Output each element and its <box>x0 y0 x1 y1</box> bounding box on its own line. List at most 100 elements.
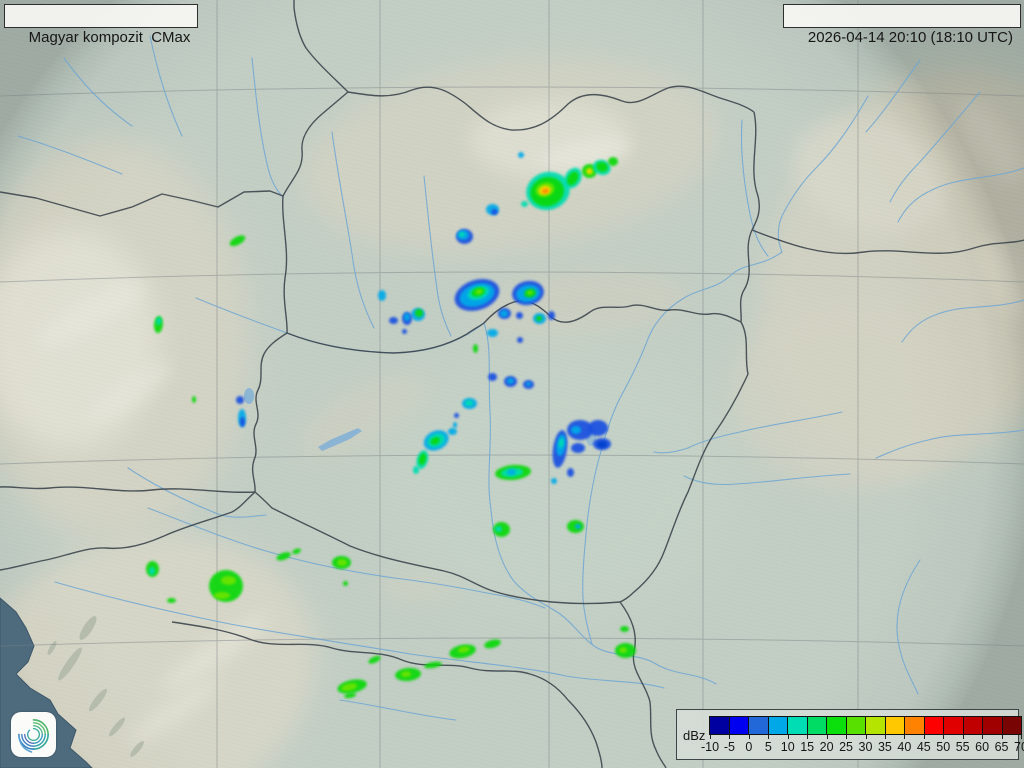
legend-tick-label: 5 <box>764 740 772 754</box>
legend-color-cell <box>944 717 964 734</box>
radar-echo-intensity-layer <box>571 443 585 453</box>
radar-echo-intensity-layer <box>274 550 292 562</box>
legend-color-cell <box>983 717 1003 734</box>
river-nw-3 <box>17 135 123 175</box>
river-vah <box>331 131 375 329</box>
legend-tick-label: 40 <box>897 740 912 754</box>
legend-tick-mark <box>787 735 789 739</box>
great-plain-tint <box>380 340 740 620</box>
legend-colorbar <box>709 716 1022 735</box>
legend-tick-mark <box>923 735 925 739</box>
reflectivity-legend: dBz -10-5 05 10 15 20 25 30 35 40 45 50 55 60 65 70 <box>676 709 1024 760</box>
legend-tick-label: 60 <box>975 740 990 754</box>
hungaromet-spiral-icon <box>18 719 49 753</box>
timestamp-label: 2026-04-14 20:10 (18:10 UTC) <box>807 29 1013 46</box>
legend-tick-mark <box>904 735 906 739</box>
apuseni-terrain <box>730 300 970 490</box>
product-title: Magyar kompozit CMax <box>28 29 191 46</box>
radar-echo-intensity-layer <box>155 316 162 326</box>
lake-balaton <box>318 428 362 451</box>
radar-echo-intensity-layer <box>490 209 498 215</box>
legend-color-cell <box>710 717 730 734</box>
radar-echo-intensity-layer <box>494 526 502 532</box>
border-sk-ua <box>751 111 761 231</box>
radar-echo-intensity-layer <box>486 329 498 337</box>
legend-ticks: -10-5 05 10 15 20 25 30 35 40 45 50 55 60 65 70 <box>701 735 1024 757</box>
legend-tick-mark <box>1001 735 1003 739</box>
legend-color-cell <box>963 717 983 734</box>
border-at-sk <box>282 195 288 334</box>
legend-tick-mark <box>884 735 886 739</box>
legend-color-cell <box>827 717 847 734</box>
radar-echo-intensity-layer <box>166 597 176 603</box>
border-cz-at <box>0 190 284 217</box>
radar-echo-intensity-layer <box>388 316 398 324</box>
alps-ridge <box>0 230 160 450</box>
river-bodrog <box>740 119 769 257</box>
radar-echo-intensity-layer <box>482 637 502 651</box>
river-somes <box>901 299 1024 343</box>
legend-color-cell <box>768 717 788 734</box>
legend-unit-label: dBz <box>683 728 706 743</box>
legend-tick-label: 35 <box>877 740 892 754</box>
legend-tick-label: 70 <box>1014 740 1024 754</box>
legend-tick-label: 15 <box>800 740 815 754</box>
legend-tick-mark <box>710 735 711 739</box>
radar-echo-intensity-layer <box>366 654 382 666</box>
border-sk-pl <box>347 85 755 131</box>
legend-tick-label: 20 <box>819 740 834 754</box>
legend-tick-label: -5 <box>723 740 735 754</box>
product-title-box: Magyar kompozit CMax <box>4 4 199 46</box>
radar-echo-intensity-layer <box>472 343 478 353</box>
radar-echo-intensity-layer <box>536 315 542 321</box>
legend-tick-mark <box>982 735 984 739</box>
border-hu-sk <box>286 300 742 354</box>
legend-color-cell <box>729 717 749 734</box>
radar-echo-intensity-layer <box>214 591 230 599</box>
legend-color-cell <box>905 717 925 734</box>
radar-echo-intensity-layer <box>597 440 607 448</box>
radar-echo-intensity-layer <box>149 567 155 575</box>
river-ua-2 <box>889 91 981 203</box>
timestamp-box: 2026-04-14 20:10 (18:10 UTC) <box>783 4 1021 46</box>
border-si-hr <box>0 491 256 571</box>
radar-echo-intensity-layer <box>447 427 457 435</box>
legend-tick-mark <box>729 735 731 739</box>
legend-tick-mark <box>826 735 828 739</box>
radar-echo-intensity-layer <box>239 417 245 427</box>
legend-color-cell <box>807 717 827 734</box>
border-hr-bih <box>171 621 569 701</box>
legend-tick-label: 25 <box>839 740 854 754</box>
legend-tick-label: 55 <box>955 740 970 754</box>
radar-echo-intensity-layer <box>337 558 347 566</box>
river-nw-1 <box>63 57 133 127</box>
legend-tick-label: 30 <box>858 740 873 754</box>
border-hu-hr-rs <box>254 491 621 605</box>
border-cz-sk <box>282 91 349 197</box>
legend-color-cell <box>788 717 808 734</box>
legend-tick-mark <box>748 735 750 739</box>
radar-echo-intensity-layer <box>453 422 457 428</box>
river-hron <box>423 175 452 337</box>
legend-tick-mark <box>943 735 945 739</box>
radar-echo-intensity-layer <box>547 310 555 320</box>
radar-echo-intensity-layer <box>588 420 608 436</box>
legend-tick-mark <box>865 735 867 739</box>
radar-echo-intensity-layer <box>290 547 302 555</box>
radar-echo-intensity-layer <box>515 311 523 319</box>
river-mures <box>875 429 1024 459</box>
legend-tick-mark <box>807 735 809 739</box>
legend-color-cell <box>846 717 866 734</box>
river-koros-1 <box>653 411 843 454</box>
radar-echo-intensity-layer <box>404 313 410 321</box>
border-ua-ro <box>751 229 1024 255</box>
border-bih-rs <box>567 699 603 768</box>
river-olt <box>896 559 921 695</box>
legend-tick-label: 45 <box>916 740 931 754</box>
legend-tick-mark <box>846 735 848 739</box>
radar-echo-intensity-layer <box>342 580 348 586</box>
border-hu-ua <box>739 229 753 323</box>
radar-echo-intensity-layer <box>571 426 581 434</box>
river-mura <box>127 467 267 518</box>
